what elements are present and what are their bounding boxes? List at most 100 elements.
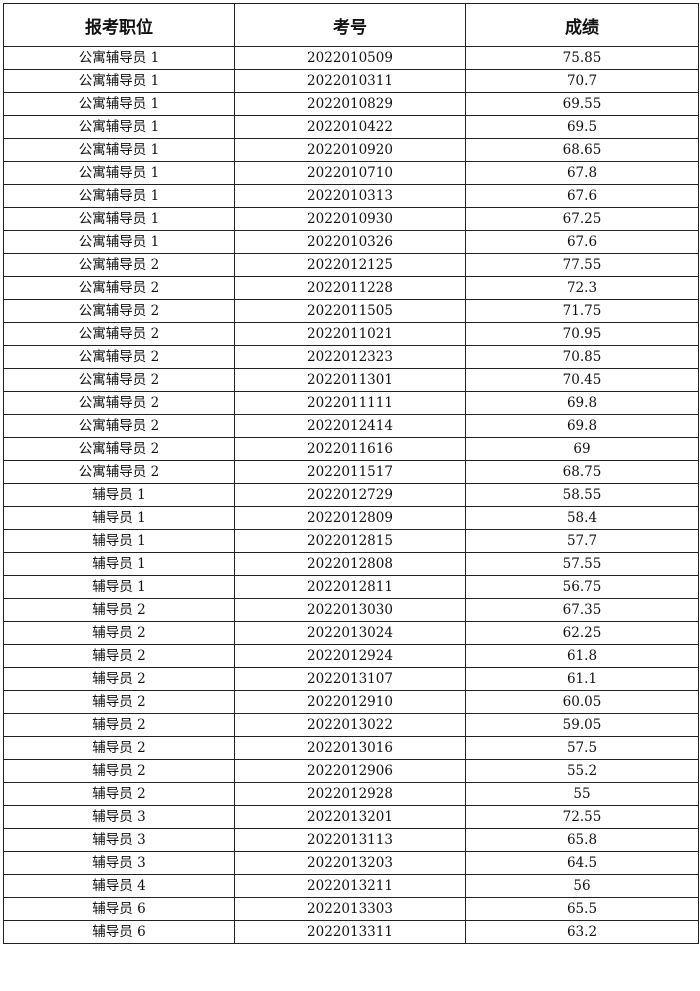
table-row: 公寓辅导员 2 2022011517 68.75: [3, 460, 699, 484]
cell-position: 公寓辅导员 1: [3, 46, 235, 70]
cell-exam-number: 2022013201: [234, 805, 466, 829]
cell-score: 58.4: [465, 506, 699, 530]
cell-exam-number: 2022013311: [234, 920, 466, 944]
table-row: 辅导员 1 2022012729 58.55: [3, 483, 699, 507]
cell-exam-number: 2022012928: [234, 782, 466, 806]
table-row: 公寓辅导员 1 2022010930 67.25: [3, 207, 699, 231]
cell-exam-number: 2022012729: [234, 483, 466, 507]
table-row: 辅导员 3 2022013203 64.5: [3, 851, 699, 875]
cell-position: 公寓辅导员 2: [3, 414, 235, 438]
cell-score: 68.75: [465, 460, 699, 484]
header-score: 成绩: [465, 3, 699, 47]
score-table: 报考职位 考号 成绩 公寓辅导员 1 2022010509 75.85 公寓辅导员 1…: [3, 3, 699, 944]
table-row: 辅导员 1 2022012808 57.55: [3, 552, 699, 576]
cell-exam-number: 2022010710: [234, 161, 466, 185]
table-row: 辅导员 1 2022012815 57.7: [3, 529, 699, 553]
cell-score: 71.75: [465, 299, 699, 323]
table-row: 公寓辅导员 1 2022010920 68.65: [3, 138, 699, 162]
cell-exam-number: 2022011505: [234, 299, 466, 323]
table-row: 辅导员 6 2022013303 65.5: [3, 897, 699, 921]
cell-exam-number: 2022012809: [234, 506, 466, 530]
cell-score: 72.3: [465, 276, 699, 300]
table-row: 公寓辅导员 2 2022011111 69.8: [3, 391, 699, 415]
cell-score: 67.35: [465, 598, 699, 622]
cell-position: 辅导员 1: [3, 575, 235, 599]
table-row: 辅导员 2 2022013030 67.35: [3, 598, 699, 622]
cell-exam-number: 2022010509: [234, 46, 466, 70]
table-row: 辅导员 2 2022013107 61.1: [3, 667, 699, 691]
cell-exam-number: 2022010313: [234, 184, 466, 208]
cell-exam-number: 2022011517: [234, 460, 466, 484]
table-row: 辅导员 2 2022012910 60.05: [3, 690, 699, 714]
cell-position: 辅导员 1: [3, 506, 235, 530]
cell-position: 公寓辅导员 1: [3, 69, 235, 93]
cell-exam-number: 2022012808: [234, 552, 466, 576]
cell-score: 69.8: [465, 414, 699, 438]
cell-score: 55.2: [465, 759, 699, 783]
cell-score: 72.55: [465, 805, 699, 829]
cell-position: 辅导员 2: [3, 621, 235, 645]
cell-position: 辅导员 2: [3, 690, 235, 714]
cell-position: 辅导员 1: [3, 483, 235, 507]
table-row: 公寓辅导员 2 2022011228 72.3: [3, 276, 699, 300]
cell-exam-number: 2022010422: [234, 115, 466, 139]
cell-position: 辅导员 3: [3, 828, 235, 852]
cell-position: 辅导员 2: [3, 644, 235, 668]
cell-exam-number: 2022012811: [234, 575, 466, 599]
cell-score: 55: [465, 782, 699, 806]
cell-position: 辅导员 2: [3, 759, 235, 783]
cell-exam-number: 2022013016: [234, 736, 466, 760]
cell-position: 辅导员 1: [3, 552, 235, 576]
table-row: 辅导员 6 2022013311 63.2: [3, 920, 699, 944]
table-row: 公寓辅导员 2 2022012323 70.85: [3, 345, 699, 369]
cell-exam-number: 2022012125: [234, 253, 466, 277]
cell-position: 公寓辅导员 1: [3, 161, 235, 185]
cell-exam-number: 2022012414: [234, 414, 466, 438]
cell-score: 70.85: [465, 345, 699, 369]
cell-score: 61.8: [465, 644, 699, 668]
cell-exam-number: 2022011111: [234, 391, 466, 415]
cell-position: 公寓辅导员 2: [3, 253, 235, 277]
cell-position: 辅导员 3: [3, 805, 235, 829]
cell-exam-number: 2022010326: [234, 230, 466, 254]
table-row: 公寓辅导员 2 2022012125 77.55: [3, 253, 699, 277]
cell-score: 67.25: [465, 207, 699, 231]
cell-position: 公寓辅导员 2: [3, 437, 235, 461]
cell-position: 辅导员 1: [3, 529, 235, 553]
cell-score: 69.5: [465, 115, 699, 139]
table-row: 公寓辅导员 2 2022011021 70.95: [3, 322, 699, 346]
cell-score: 69: [465, 437, 699, 461]
cell-exam-number: 2022013203: [234, 851, 466, 875]
cell-exam-number: 2022013107: [234, 667, 466, 691]
cell-position: 公寓辅导员 2: [3, 368, 235, 392]
cell-position: 辅导员 2: [3, 667, 235, 691]
cell-position: 公寓辅导员 1: [3, 115, 235, 139]
cell-score: 59.05: [465, 713, 699, 737]
cell-exam-number: 2022013303: [234, 897, 466, 921]
cell-position: 公寓辅导员 2: [3, 460, 235, 484]
table-row: 辅导员 2 2022013024 62.25: [3, 621, 699, 645]
cell-position: 公寓辅导员 1: [3, 138, 235, 162]
table-row: 公寓辅导员 1 2022010710 67.8: [3, 161, 699, 185]
cell-position: 公寓辅导员 1: [3, 92, 235, 116]
table-row: 辅导员 3 2022013113 65.8: [3, 828, 699, 852]
cell-score: 69.55: [465, 92, 699, 116]
cell-exam-number: 2022012815: [234, 529, 466, 553]
cell-score: 56.75: [465, 575, 699, 599]
cell-exam-number: 2022011228: [234, 276, 466, 300]
cell-score: 62.25: [465, 621, 699, 645]
cell-exam-number: 2022013030: [234, 598, 466, 622]
table-row: 公寓辅导员 1 2022010311 70.7: [3, 69, 699, 93]
cell-score: 64.5: [465, 851, 699, 875]
table-row: 公寓辅导员 2 2022011505 71.75: [3, 299, 699, 323]
header-position: 报考职位: [3, 3, 235, 47]
cell-score: 70.7: [465, 69, 699, 93]
cell-exam-number: 2022010920: [234, 138, 466, 162]
table-row: 辅导员 1 2022012809 58.4: [3, 506, 699, 530]
cell-exam-number: 2022012924: [234, 644, 466, 668]
table-row: 公寓辅导员 1 2022010509 75.85: [3, 46, 699, 70]
cell-score: 63.2: [465, 920, 699, 944]
table-row: 公寓辅导员 1 2022010829 69.55: [3, 92, 699, 116]
cell-score: 57.55: [465, 552, 699, 576]
table-row: 公寓辅导员 1 2022010422 69.5: [3, 115, 699, 139]
